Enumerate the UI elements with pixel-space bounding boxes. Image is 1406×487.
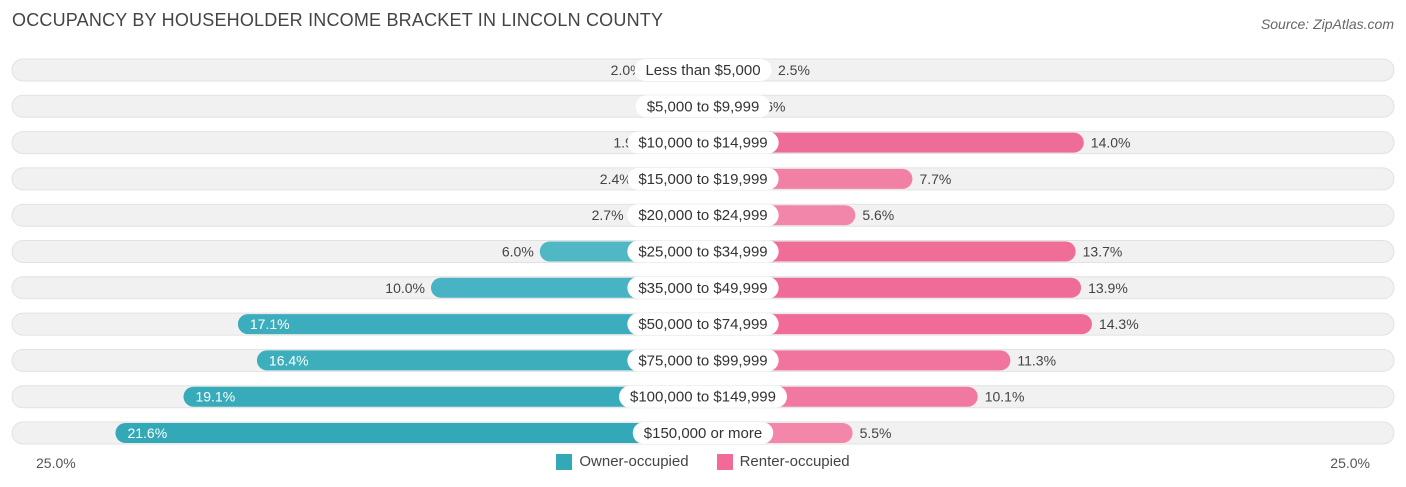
renter-value-label: 13.7% xyxy=(1083,244,1123,260)
category-label: $35,000 to $49,999 xyxy=(638,280,767,297)
owner-value-label: 2.7% xyxy=(592,207,624,223)
legend: Owner-occupied Renter-occupied xyxy=(0,453,1406,470)
owner-bar[interactable] xyxy=(237,314,703,335)
category-pill xyxy=(627,204,779,227)
category-label: $75,000 to $99,999 xyxy=(638,352,767,369)
renter-value-label: 5.5% xyxy=(860,425,892,441)
legend-renter-swatch xyxy=(716,453,733,470)
owner-value-label: 2.0% xyxy=(611,62,643,78)
owner-value-label: 16.4% xyxy=(269,352,309,368)
legend-owner[interactable]: Owner-occupied xyxy=(556,453,689,470)
renter-value-label: 10.1% xyxy=(985,389,1025,405)
renter-bar[interactable] xyxy=(703,350,1011,371)
owner-value-label: 2.4% xyxy=(600,171,632,187)
renter-value-label: 5.6% xyxy=(862,207,894,223)
renter-value-label: 14.0% xyxy=(1091,135,1131,151)
owner-value-label: 10.0% xyxy=(385,280,425,296)
legend-renter-label: Renter-occupied xyxy=(739,453,850,470)
owner-bar[interactable] xyxy=(183,386,704,407)
category-pill xyxy=(632,422,774,444)
legend-renter[interactable]: Renter-occupied xyxy=(716,453,850,470)
owner-value-label: 17.1% xyxy=(250,316,290,332)
category-pill xyxy=(627,131,779,154)
chart-title: OCCUPANCY BY HOUSEHOLDER INCOME BRACKET … xyxy=(12,10,664,30)
category-pill xyxy=(619,385,787,408)
category-label: $25,000 to $34,999 xyxy=(638,244,767,261)
category-label: $150,000 or more xyxy=(644,425,762,442)
category-label: $20,000 to $24,999 xyxy=(638,207,767,224)
axis-left-label: 25.0% xyxy=(36,455,76,471)
renter-value-label: 13.9% xyxy=(1088,280,1128,296)
legend-owner-swatch xyxy=(556,453,573,470)
renter-bar[interactable] xyxy=(703,277,1082,298)
axis-right-label: 25.0% xyxy=(1330,455,1370,471)
renter-value-label: 7.7% xyxy=(919,171,951,187)
category-pill xyxy=(627,240,779,263)
owner-bar[interactable] xyxy=(256,350,703,371)
category-pill xyxy=(627,167,779,190)
category-pill xyxy=(627,276,779,299)
source-label: Source: ZipAtlas.com xyxy=(1260,16,1394,32)
owner-value-label: 19.1% xyxy=(195,389,235,405)
category-label: $5,000 to $9,999 xyxy=(647,98,760,115)
category-pill xyxy=(634,59,772,81)
renter-value-label: 11.3% xyxy=(1017,352,1056,368)
category-pill xyxy=(627,349,779,372)
category-label: Less than $5,000 xyxy=(645,62,760,79)
category-label: $50,000 to $74,999 xyxy=(638,316,767,333)
renter-value-label: 2.5% xyxy=(778,62,810,78)
renter-bar[interactable] xyxy=(703,314,1092,335)
category-pill xyxy=(627,313,779,336)
owner-value-label: 6.0% xyxy=(502,244,534,260)
category-label: $10,000 to $14,999 xyxy=(638,135,767,152)
owner-bar[interactable] xyxy=(115,423,704,443)
category-label: $100,000 to $149,999 xyxy=(630,389,776,406)
legend-owner-label: Owner-occupied xyxy=(579,453,689,470)
owner-value-label: 21.6% xyxy=(127,425,167,441)
renter-bar[interactable] xyxy=(703,241,1076,262)
renter-value-label: 14.3% xyxy=(1099,316,1139,332)
renter-bar[interactable] xyxy=(703,132,1084,153)
category-label: $15,000 to $19,999 xyxy=(638,171,767,188)
category-pill xyxy=(635,95,771,118)
